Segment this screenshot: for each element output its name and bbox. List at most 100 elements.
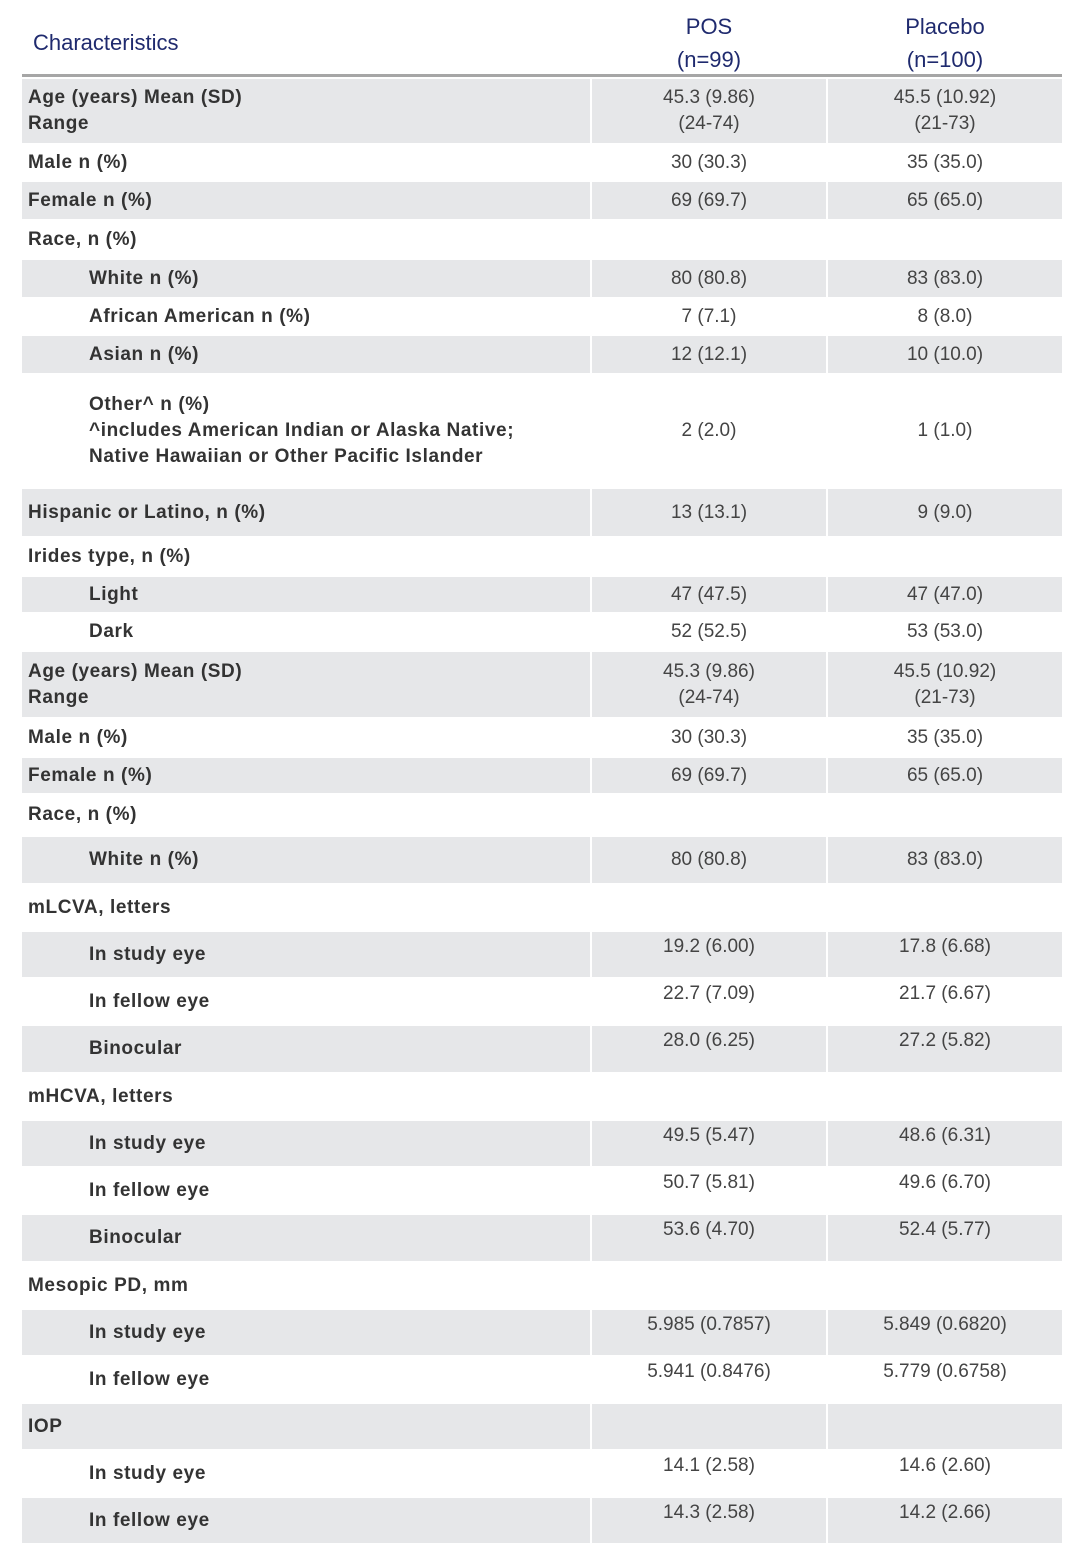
- pos-value: 80 (80.8): [670, 267, 748, 289]
- placebo-value: 35 (35.0): [906, 726, 984, 748]
- placebo-value: 45.5 (10.92) (21-73): [893, 87, 997, 134]
- table-row: In fellow eye 50.7 (5.81) 49.6 (6.70): [22, 1168, 1062, 1213]
- row-label: White n (%): [89, 267, 200, 289]
- pos-value: 14.3 (2.58): [663, 1502, 755, 1523]
- table-row: White n (%) 80 (80.8) 83 (83.0): [22, 260, 1062, 297]
- table-row: Hispanic or Latino, n (%) 13 (13.1) 9 (9.0…: [22, 489, 1062, 536]
- placebo-value: 45.5 (10.92) (21-73): [893, 660, 997, 708]
- pos-value: 30 (30.3): [670, 726, 748, 748]
- table-row: African American n (%) 7 (7.1) 8 (8.0): [22, 298, 1062, 335]
- table-row: Female n (%) 69 (69.7) 65 (65.0): [22, 182, 1062, 219]
- pos-value: 69 (69.7): [670, 189, 748, 211]
- row-label: Female n (%): [28, 189, 153, 211]
- row-label: Asian n (%): [89, 343, 200, 365]
- row-label: Male n (%): [28, 152, 128, 173]
- table-row: Other^ n (%) ^includes American Indian o…: [22, 374, 1062, 487]
- pos-value: 80 (80.8): [670, 849, 748, 870]
- row-label: Light: [89, 583, 139, 605]
- placebo-value: 5.779 (0.6758): [883, 1361, 1007, 1382]
- placebo-value: 52.4 (5.77): [899, 1219, 991, 1240]
- table-row: IOP: [22, 1404, 1062, 1449]
- row-label: In study eye: [89, 1132, 207, 1154]
- header-placebo: Placebo (n=100): [905, 14, 985, 72]
- table-row: In study eye 49.5 (5.47) 48.6 (6.31): [22, 1121, 1062, 1166]
- row-label: IOP: [28, 1415, 63, 1437]
- table-row: Asian n (%) 12 (12.1) 10 (10.0): [22, 336, 1062, 373]
- table-row: Male n (%) 30 (30.3) 35 (35.0): [22, 719, 1062, 756]
- placebo-value: 27.2 (5.82): [899, 1030, 991, 1051]
- pos-value: 53.6 (4.70): [663, 1219, 755, 1240]
- row-label: Race, n (%): [28, 228, 138, 250]
- pos-value: 30 (30.3): [670, 152, 748, 173]
- row-label: Other^ n (%) ^includes American Indian o…: [89, 393, 515, 467]
- table-row: In study eye 5.985 (0.7857) 5.849 (0.6820): [22, 1310, 1062, 1355]
- table-row: Binocular 53.6 (4.70) 52.4 (5.77): [22, 1215, 1062, 1261]
- pos-value: 12 (12.1): [670, 343, 748, 365]
- pos-value: 50.7 (5.81): [663, 1172, 755, 1193]
- placebo-value: 65 (65.0): [906, 189, 984, 211]
- pos-value: 45.3 (9.86) (24-74): [663, 660, 755, 708]
- pos-value: 69 (69.7): [670, 764, 748, 786]
- table-row: mLCVA, letters: [22, 885, 1062, 930]
- placebo-value: 65 (65.0): [906, 764, 984, 786]
- row-label: Age (years) Mean (SD) Range: [28, 660, 243, 708]
- placebo-value: 8 (8.0): [917, 305, 973, 327]
- row-label: mLCVA, letters: [28, 896, 172, 918]
- placebo-value: 9 (9.0): [917, 501, 973, 523]
- row-label: Mesopic PD, mm: [28, 1274, 189, 1296]
- placebo-value: 5.849 (0.6820): [883, 1314, 1007, 1335]
- pos-value: 45.3 (9.86) (24-74): [663, 87, 755, 134]
- table-row: Mesopic PD, mm: [22, 1263, 1062, 1308]
- placebo-value: 14.2 (2.66): [899, 1502, 991, 1523]
- placebo-value: 17.8 (6.68): [899, 936, 991, 957]
- table-row: In study eye 19.2 (6.00) 17.8 (6.68): [22, 932, 1062, 977]
- table-row: Age (years) Mean (SD) Range 45.3 (9.86) (…: [22, 652, 1062, 717]
- table-row: Dark 52 (52.5) 53 (53.0): [22, 614, 1062, 650]
- pos-value: 5.985 (0.7857): [647, 1314, 771, 1335]
- table-row: Female n (%) 69 (69.7) 65 (65.0): [22, 758, 1062, 793]
- placebo-value: 49.6 (6.70): [899, 1172, 991, 1193]
- table-row: Male n (%) 30 (30.3) 35 (35.0): [22, 145, 1062, 181]
- table-row: Light 47 (47.5) 47 (47.0): [22, 577, 1062, 612]
- pos-value: 7 (7.1): [681, 305, 737, 327]
- row-label: Irides type, n (%): [28, 545, 191, 567]
- table-row: mHCVA, letters: [22, 1074, 1062, 1119]
- row-label: mHCVA, letters: [28, 1085, 174, 1107]
- row-label: Hispanic or Latino, n (%): [28, 501, 266, 523]
- table-row: Age (years) Mean (SD) Range 45.3 (9.86) (…: [22, 79, 1062, 143]
- pos-value: 47 (47.5): [670, 583, 748, 605]
- pos-value: 49.5 (5.47): [663, 1125, 755, 1146]
- placebo-value: 83 (83.0): [906, 267, 984, 289]
- header-characteristics: Characteristics: [33, 30, 179, 55]
- table-row: Race, n (%): [22, 795, 1062, 835]
- placebo-value: 48.6 (6.31): [899, 1125, 991, 1146]
- row-label: Binocular: [89, 1038, 183, 1059]
- placebo-value: 47 (47.0): [906, 583, 984, 605]
- table-row: In fellow eye 22.7 (7.09) 21.7 (6.67): [22, 979, 1062, 1024]
- placebo-value: 35 (35.0): [906, 152, 984, 173]
- header-pos: POS (n=99): [676, 14, 742, 72]
- row-label: Binocular: [89, 1227, 183, 1248]
- table-row: Race, n (%): [22, 221, 1062, 258]
- pos-value: 14.1 (2.58): [663, 1455, 755, 1476]
- row-label: In fellow eye: [89, 1368, 210, 1390]
- pos-value: 22.7 (7.09): [663, 983, 755, 1004]
- pos-value: 52 (52.5): [670, 621, 748, 642]
- pos-value: 19.2 (6.00): [663, 936, 755, 957]
- placebo-value: 14.6 (2.60): [899, 1455, 991, 1476]
- row-label: In study eye: [89, 1462, 207, 1484]
- placebo-value: 10 (10.0): [906, 343, 984, 365]
- header-divider: [22, 74, 1062, 77]
- row-label: Female n (%): [28, 764, 153, 786]
- placebo-value: 1 (1.0): [917, 419, 973, 441]
- row-label: Age (years) Mean (SD) Range: [28, 87, 243, 134]
- row-label: Race, n (%): [28, 804, 138, 825]
- row-label: African American n (%): [89, 305, 311, 327]
- placebo-value: 21.7 (6.67): [899, 983, 991, 1004]
- placebo-value: 53 (53.0): [906, 621, 984, 642]
- pos-value: 2 (2.0): [681, 419, 737, 441]
- table-row: White n (%) 80 (80.8) 83 (83.0): [22, 837, 1062, 883]
- placebo-value: 83 (83.0): [906, 849, 984, 870]
- row-label: In study eye: [89, 1321, 207, 1343]
- pos-value: 28.0 (6.25): [663, 1030, 755, 1051]
